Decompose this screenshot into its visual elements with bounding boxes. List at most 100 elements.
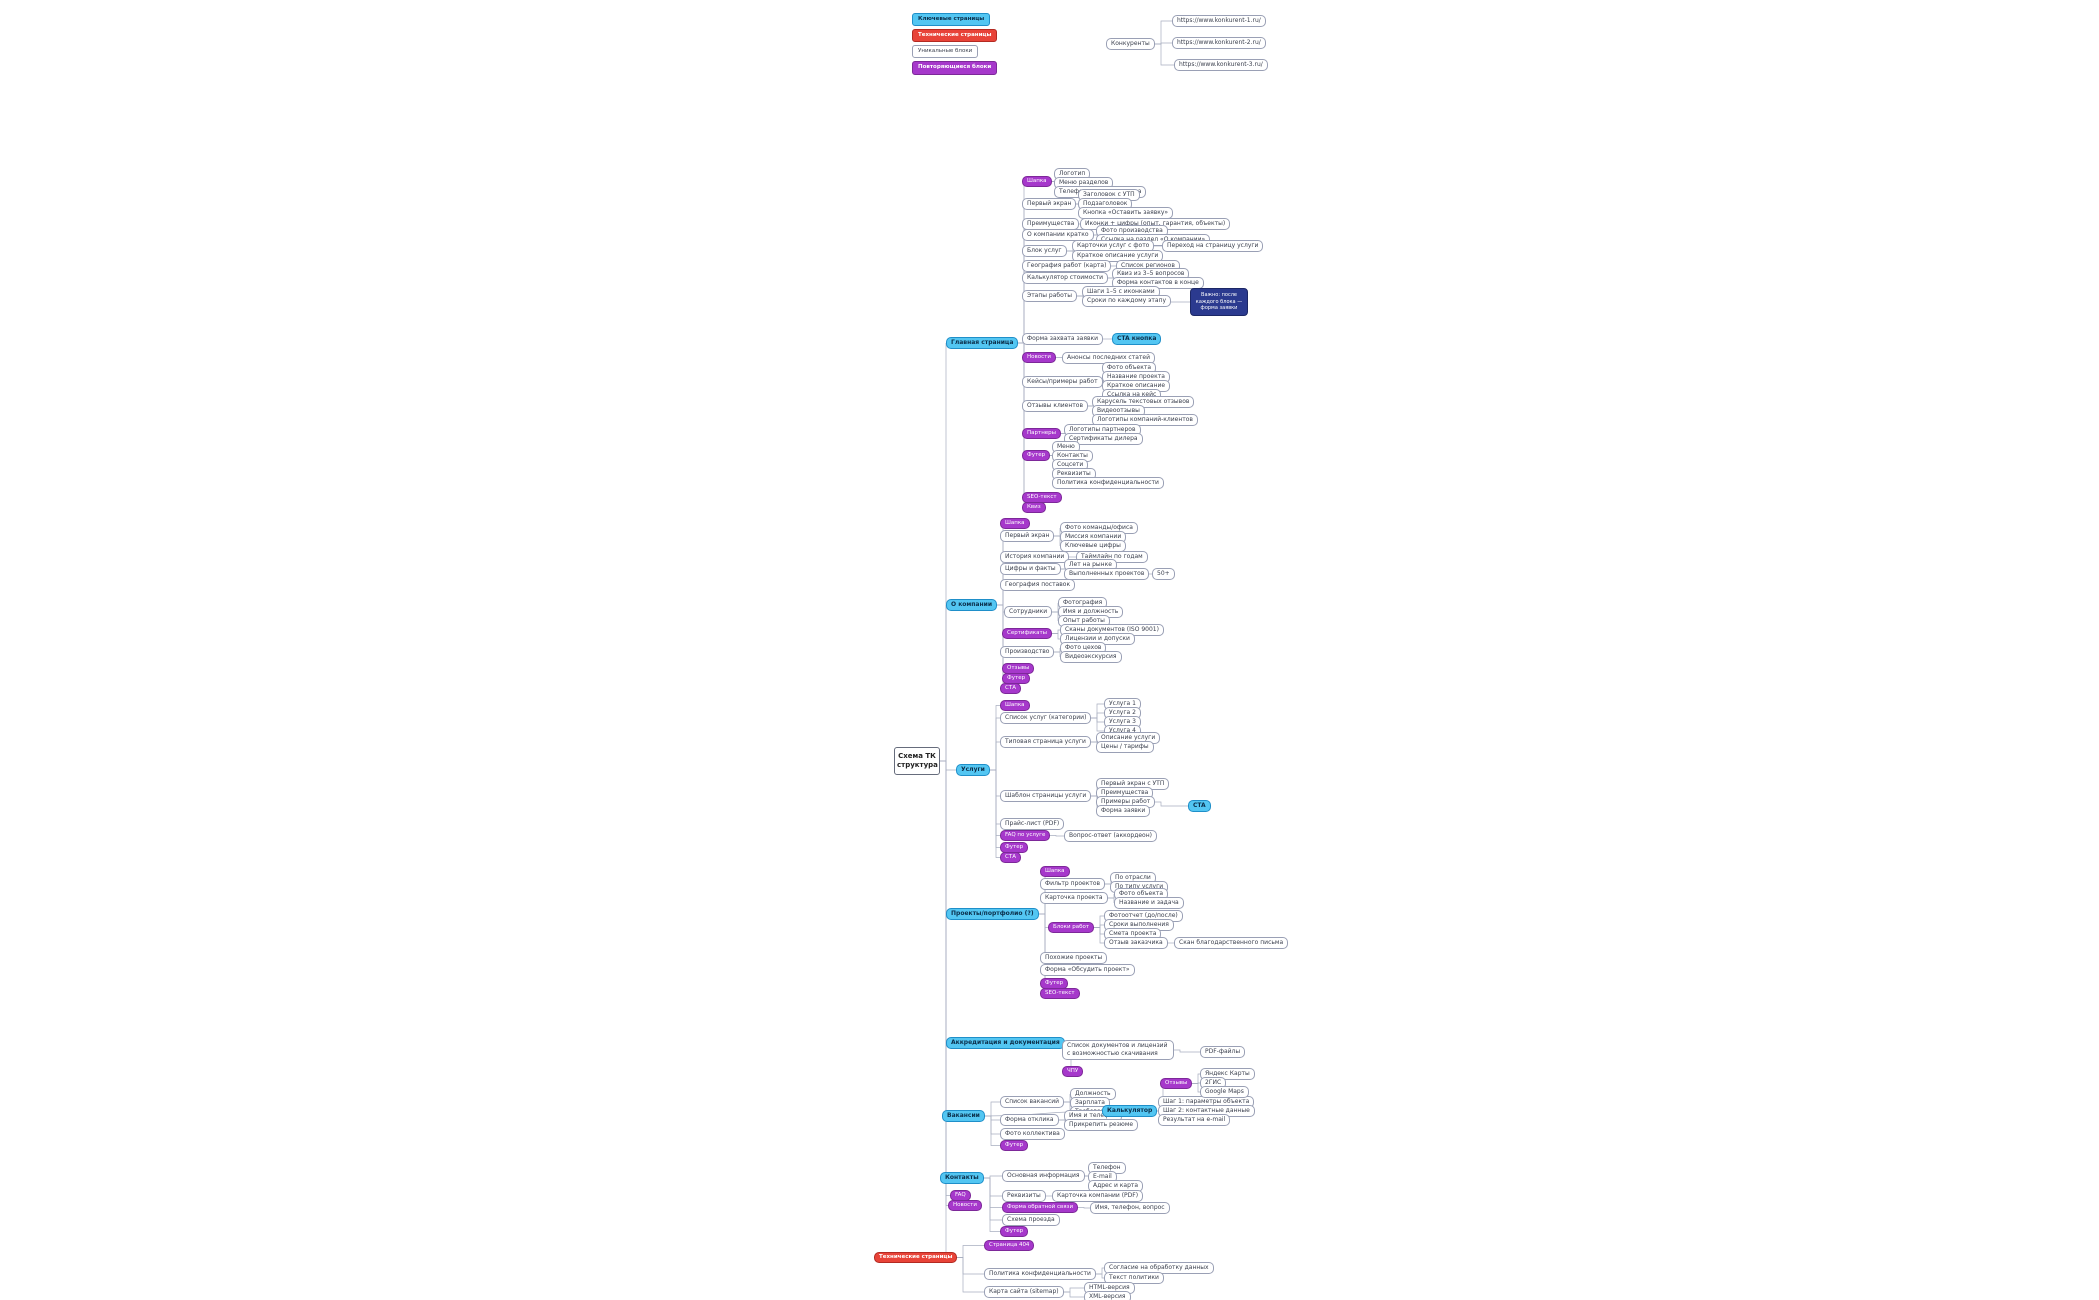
node-b3faq[interactable]: FAQ по услуге [1000, 830, 1051, 842]
node-b7f1[interactable]: Имя, телефон, вопрос [1090, 1202, 1170, 1214]
connector [990, 769, 1000, 848]
node-b4fo[interactable]: Форма «Обсудить проект» [1040, 964, 1135, 976]
node-b2nu[interactable]: Цифры и факты [1000, 563, 1061, 575]
node-b2nu2[interactable]: Выполненных проектов [1064, 568, 1150, 580]
node-b5c[interactable]: ЧПУ [1062, 1066, 1084, 1078]
node-b1fm[interactable]: Форма захвата заявки [1022, 333, 1104, 345]
node-b1p2[interactable]: Сертификаты дилера [1064, 433, 1143, 445]
node-b3[interactable]: Услуги [956, 764, 990, 776]
node-b4fi[interactable]: Фильтр проектов [1040, 878, 1106, 890]
node-b6f2[interactable]: Прикрепить резюме [1064, 1119, 1139, 1131]
node-b8[interactable]: Технические страницы [874, 1252, 958, 1264]
node-b4re[interactable]: Похожие проекты [1040, 952, 1108, 964]
node-b8p[interactable]: Политика конфиденциальности [984, 1268, 1096, 1280]
node-b2f[interactable]: Первый экран [1000, 530, 1055, 542]
node-b6ph[interactable]: Фото коллектива [1000, 1128, 1065, 1140]
node-k0[interactable]: Конкуренты [1106, 38, 1155, 50]
node-b1ft5[interactable]: Политика конфиденциальности [1052, 477, 1164, 489]
node-b1n[interactable]: Новости [1022, 352, 1056, 364]
connector [1155, 801, 1188, 807]
node-b3h[interactable]: Шапка [1000, 700, 1030, 712]
node-b8s[interactable]: Карта сайта (sitemap) [984, 1286, 1064, 1298]
node-b4seo[interactable]: SEO-текст [1040, 988, 1080, 1000]
node-b4[interactable]: Проекты/портфолио (?) [946, 908, 1039, 920]
node-b4w[interactable]: Блоки работ [1048, 922, 1095, 934]
node-b3t4[interactable]: Форма заявки [1096, 805, 1151, 817]
node-b7r[interactable]: Реквизиты [1002, 1190, 1046, 1202]
node-k2[interactable]: https://www.konkurent-2.ru/ [1172, 37, 1266, 49]
node-b1f[interactable]: Первый экран [1022, 198, 1077, 210]
node-b2pr2[interactable]: Видеоэкскурсия [1060, 651, 1122, 663]
node-b5d1[interactable]: PDF-файлы [1200, 1046, 1246, 1058]
node-b1st2[interactable]: Сроки по каждому этапу [1082, 295, 1172, 307]
node-b2g[interactable]: География поставок [1000, 579, 1076, 591]
node-b3cta2[interactable]: CTA [1188, 800, 1211, 812]
node-b2pr[interactable]: Производство [1000, 646, 1055, 658]
node-b6l[interactable]: Список вакансий [1000, 1096, 1065, 1108]
node-b1st[interactable]: Этапы работы [1022, 290, 1078, 302]
node-b5[interactable]: Аккредитация и документация [946, 1037, 1065, 1049]
node-k3[interactable]: https://www.konkurent-3.ru/ [1174, 59, 1268, 71]
node-b3t[interactable]: Шаблон страницы услуги [1000, 790, 1092, 802]
node-b4ca[interactable]: Карточка проекта [1040, 892, 1108, 904]
node-b1s11[interactable]: Переход на страницу услуги [1162, 240, 1264, 252]
connector [1094, 924, 1104, 928]
node-b8s2[interactable]: XML-версия [1084, 1291, 1131, 1300]
node-b4ca2[interactable]: Название и задача [1114, 897, 1184, 909]
node-b2h[interactable]: Шапка [1000, 518, 1030, 530]
node-rnews[interactable]: Новости [948, 1200, 982, 1212]
node-b1[interactable]: Главная страница [946, 337, 1019, 349]
connector [1155, 20, 1172, 45]
node-b2hi[interactable]: История компании [1000, 551, 1070, 563]
node-b1s[interactable]: Блок услуг [1022, 245, 1067, 257]
node-b6calc[interactable]: Калькулятор [1102, 1105, 1158, 1117]
node-b2nu21[interactable]: 50+ [1152, 568, 1175, 580]
node-root[interactable]: Схема ТК структура [894, 747, 940, 776]
node-b7[interactable]: Контакты [940, 1172, 984, 1184]
node-b1h[interactable]: Шапка [1022, 176, 1052, 188]
node-b84[interactable]: Страница 404 [984, 1240, 1035, 1252]
node-b3faq1[interactable]: Вопрос-ответ (аккордеон) [1064, 830, 1157, 842]
node-b3cta[interactable]: СТА [1000, 852, 1021, 864]
node-note1[interactable]: Важно: после каждого блока — форма заявк… [1190, 288, 1248, 316]
node-b6c3[interactable]: Результат на e-mail [1158, 1114, 1231, 1126]
node-b1r3[interactable]: Логотипы компаний-клиентов [1092, 414, 1198, 426]
node-b6rv1[interactable]: Яндекс Карты [1200, 1068, 1255, 1080]
node-b6ft[interactable]: Футер [1000, 1140, 1029, 1152]
node-b1ab[interactable]: О компании кратко [1022, 229, 1094, 241]
node-b6rv[interactable]: Отзывы [1160, 1078, 1193, 1090]
node-b1q[interactable]: Квиз [1022, 502, 1046, 514]
node-b2cta[interactable]: СТА [1000, 683, 1021, 695]
node-b7ft[interactable]: Футер [1000, 1226, 1029, 1238]
node-b7s[interactable]: Схема проезда [1002, 1214, 1060, 1226]
node-b2c[interactable]: Сертификаты [1002, 628, 1053, 640]
node-b4w4[interactable]: Отзыв заказчика [1104, 937, 1168, 949]
node-b7r1[interactable]: Карточка компании (PDF) [1052, 1190, 1144, 1202]
node-b1k[interactable]: Кейсы/примеры работ [1022, 376, 1103, 388]
node-b3p[interactable]: Типовая страница услуги [1000, 736, 1091, 748]
node-b6f[interactable]: Форма отклика [1000, 1114, 1059, 1126]
node-b5d[interactable]: Список документов и лицензий с возможнос… [1062, 1040, 1174, 1060]
node-b1p[interactable]: Партнеры [1022, 428, 1062, 440]
node-b4w41[interactable]: Скан благодарственного письма [1174, 937, 1289, 949]
connector [1078, 1207, 1090, 1209]
node-b3p2[interactable]: Цены / тарифы [1096, 741, 1154, 753]
node-b6rv3[interactable]: Google Maps [1200, 1086, 1249, 1098]
node-b7f[interactable]: Форма обратной связи [1002, 1202, 1079, 1214]
node-b6[interactable]: Вакансии [942, 1110, 985, 1122]
node-b1g[interactable]: География работ (карта) [1022, 260, 1112, 272]
node-b2t[interactable]: Сотрудники [1004, 606, 1053, 618]
node-b1cta[interactable]: CTA кнопка [1112, 333, 1162, 345]
connector [940, 760, 948, 1206]
node-k1[interactable]: https://www.konkurent-1.ru/ [1172, 15, 1266, 27]
node-b1c[interactable]: Калькулятор стоимости [1022, 272, 1109, 284]
node-b3l[interactable]: Список услуг (категории) [1000, 712, 1092, 724]
node-b3pr2[interactable]: Прайс-лист (PDF) [1000, 818, 1065, 830]
node-b4h[interactable]: Шапка [1040, 866, 1070, 878]
node-b1ft[interactable]: Футер [1022, 450, 1051, 462]
node-b1r[interactable]: Отзывы клиентов [1022, 400, 1089, 412]
node-b7i[interactable]: Основная информация [1002, 1170, 1085, 1182]
connector [1050, 835, 1064, 837]
node-b2[interactable]: О компании [946, 599, 998, 611]
